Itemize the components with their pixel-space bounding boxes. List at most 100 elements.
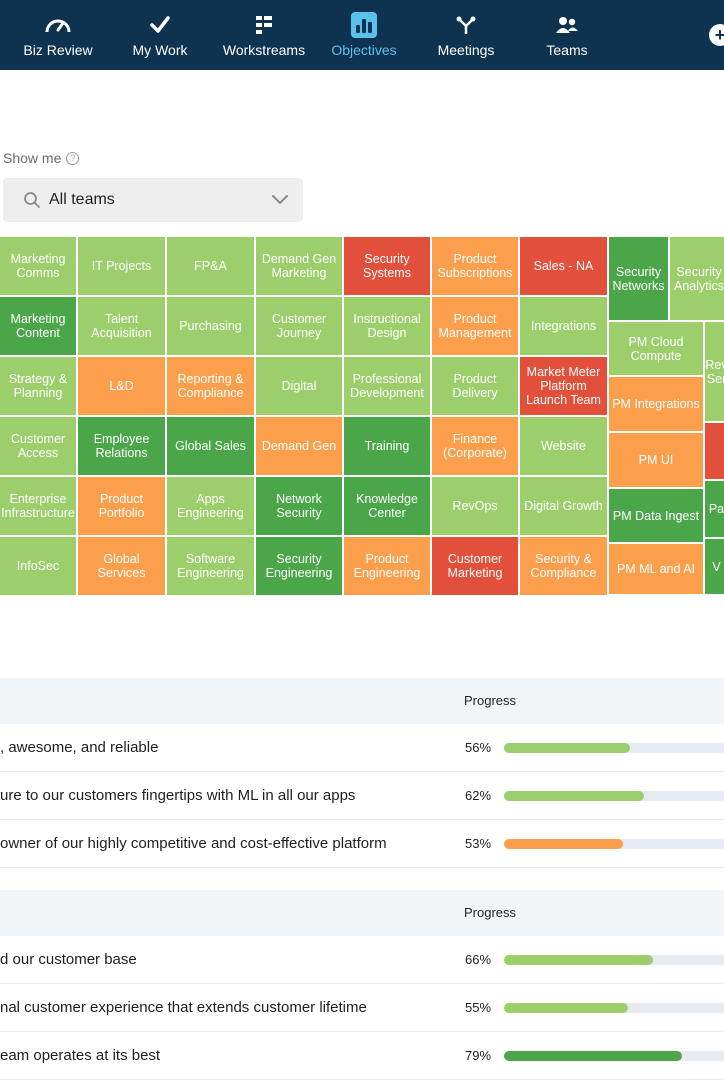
show-me-text: Show me	[3, 150, 62, 166]
objective-title: nal customer experience that extends cus…	[0, 999, 367, 1016]
treemap-tile[interactable]: V	[705, 539, 724, 596]
treemap-tile[interactable]: Security Networks	[609, 237, 670, 322]
treemap-tile[interactable]: Reporting & Compliance	[167, 357, 256, 417]
treemap-tile[interactable]: Rev Ser	[705, 322, 724, 423]
treemap-tile[interactable]: FP&A	[167, 237, 256, 297]
treemap-tile[interactable]: Website	[520, 417, 609, 477]
objective-title: , awesome, and reliable	[0, 739, 159, 756]
treemap-tile[interactable]: Customer Access	[0, 417, 78, 477]
progress-percent: 53%	[465, 836, 492, 851]
treemap-tile[interactable]: Apps Engineering	[167, 477, 256, 537]
treemap-tile[interactable]: Product Subscriptions	[432, 237, 520, 297]
bar-chart-icon	[351, 12, 377, 38]
treemap-tile[interactable]: Training	[344, 417, 432, 477]
help-icon[interactable]: ?	[66, 151, 80, 165]
treemap-tile[interactable]: PM ML and AI	[609, 544, 705, 596]
treemap-tile[interactable]: Product Management	[432, 297, 520, 357]
progress-percent: 79%	[465, 1048, 492, 1063]
objective-row[interactable]: , awesome, and reliable 56%	[0, 724, 724, 772]
show-me-label: Show me ?	[3, 150, 80, 166]
objective-row[interactable]: nal customer experience that extends cus…	[0, 984, 724, 1032]
progress-percent: 66%	[465, 952, 492, 967]
nav-objectives[interactable]: Objectives	[326, 0, 402, 70]
treemap-tile[interactable]: IT Projects	[78, 237, 167, 297]
treemap-tile[interactable]: Security Systems	[344, 237, 432, 297]
nav-my-work[interactable]: My Work	[122, 0, 198, 70]
treemap-tile[interactable]: Instructional Design	[344, 297, 432, 357]
treemap-tile[interactable]: Security & Compliance	[520, 537, 609, 597]
treemap-tile[interactable]: Pa	[705, 481, 724, 539]
section-header: Progress	[0, 890, 724, 936]
progress-bar-fill	[504, 1003, 628, 1013]
objective-row[interactable]: d our customer base 66%	[0, 936, 724, 984]
treemap-tile[interactable]: Purchasing	[167, 297, 256, 357]
treemap-tile[interactable]: Product Engineering	[344, 537, 432, 597]
objective-row[interactable]: owner of our highly competitive and cost…	[0, 820, 724, 868]
progress-percent: 56%	[465, 740, 492, 755]
objective-title: eam operates at its best	[0, 1047, 161, 1064]
teams-icon	[555, 12, 579, 38]
treemap-tile[interactable]: RevOps	[432, 477, 520, 537]
nav-label: Biz Review	[23, 42, 93, 58]
treemap-tile[interactable]: PM Cloud Compute	[609, 322, 705, 377]
nav-label: Teams	[546, 42, 588, 58]
nav-workstreams[interactable]: Workstreams	[218, 0, 310, 70]
treemap-tile[interactable]: Global Sales	[167, 417, 256, 477]
treemap-tile[interactable]: Finance (Corporate)	[432, 417, 520, 477]
objective-row[interactable]: ure to our customers fingertips with ML …	[0, 772, 724, 820]
team-filter-select[interactable]: All teams	[3, 178, 303, 222]
progress-bar-fill	[504, 743, 630, 753]
plus-circle-icon[interactable]: +	[709, 24, 724, 46]
treemap-tile[interactable]: Security Analytics	[670, 237, 724, 322]
treemap-tile[interactable]: Software Engineering	[167, 537, 256, 597]
treemap-tile[interactable]: Demand Gen	[256, 417, 344, 477]
objective-title: ure to our customers fingertips with ML …	[0, 787, 356, 804]
progress-bar-fill	[504, 839, 623, 849]
nav-label: Workstreams	[222, 42, 306, 58]
meetings-icon	[455, 12, 477, 38]
treemap-tile[interactable]: Product Delivery	[432, 357, 520, 417]
treemap-tile[interactable]: Global Services	[78, 537, 167, 597]
treemap-tile[interactable]: Market Meter Platform Launch Team	[520, 357, 609, 417]
treemap-tile[interactable]: PM Integrations	[609, 377, 705, 433]
treemap-tile[interactable]: Marketing Comms	[0, 237, 78, 297]
nav-meetings[interactable]: Meetings	[430, 0, 502, 70]
treemap-tile[interactable]: Customer Journey	[256, 297, 344, 357]
progress-bar-fill	[504, 955, 653, 965]
top-nav: Biz Review My Work Workstreams Objective…	[0, 0, 724, 70]
progress-column-header: Progress	[464, 905, 517, 920]
treemap-tile[interactable]: Employee Relations	[78, 417, 167, 477]
treemap-tile[interactable]: Professional Development	[344, 357, 432, 417]
objective-row[interactable]: eam operates at its best 79%	[0, 1032, 724, 1080]
treemap-tile[interactable]: Knowledge Center	[344, 477, 432, 537]
treemap-tile[interactable]: Network Security	[256, 477, 344, 537]
treemap-tile[interactable]: PM UI	[609, 433, 705, 489]
treemap-tile[interactable]: Sales - NA	[520, 237, 609, 297]
progress-bar-fill	[504, 1051, 682, 1061]
treemap-tile[interactable]: InfoSec	[0, 537, 78, 597]
treemap-tile[interactable]: Integrations	[520, 297, 609, 357]
treemap-tile[interactable]: PM Data Ingest	[609, 489, 705, 544]
treemap-tile[interactable]: Talent Acquisition	[78, 297, 167, 357]
objectives-treemap: Marketing Comms IT Projects FP&A Demand Gen…	[0, 237, 724, 597]
treemap-tile[interactable]: Product Portfolio	[78, 477, 167, 537]
chevron-down-icon	[271, 193, 289, 211]
treemap-tile[interactable]	[705, 423, 724, 481]
treemap-tile[interactable]: Digital	[256, 357, 344, 417]
nav-teams[interactable]: Teams	[536, 0, 598, 70]
objective-title: owner of our highly competitive and cost…	[0, 835, 387, 852]
nav-biz-review[interactable]: Biz Review	[18, 0, 98, 70]
treemap-tile[interactable]: Security Engineering	[256, 537, 344, 597]
treemap-tile[interactable]: L&D	[78, 357, 167, 417]
treemap-tile[interactable]: Digital Growth	[520, 477, 609, 537]
nav-label: Objectives	[331, 42, 397, 58]
progress-percent: 62%	[465, 788, 492, 803]
treemap-tile[interactable]: Enterprise Infrastructure	[0, 477, 78, 537]
treemap-tile[interactable]: Marketing Content	[0, 297, 78, 357]
team-filter-value: All teams	[49, 191, 115, 208]
objective-title: d our customer base	[0, 951, 137, 968]
treemap-tile[interactable]: Demand Gen Marketing	[256, 237, 344, 297]
treemap-tile[interactable]: Customer Marketing	[432, 537, 520, 597]
workstreams-icon	[254, 12, 274, 38]
treemap-tile[interactable]: Strategy & Planning	[0, 357, 78, 417]
